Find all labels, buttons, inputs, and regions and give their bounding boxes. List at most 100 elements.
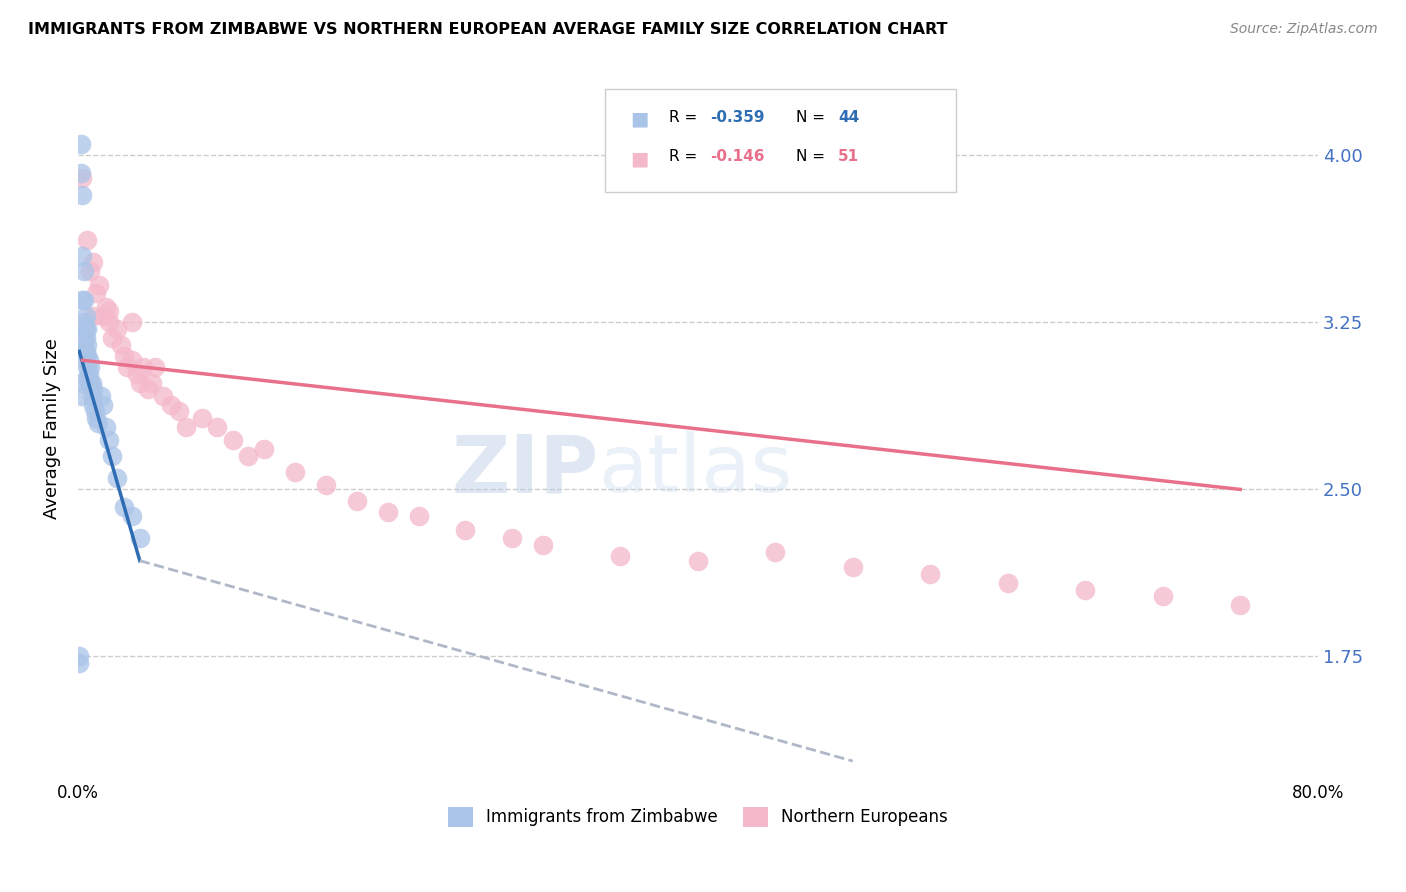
Point xyxy=(997,576,1019,591)
Point xyxy=(90,389,112,403)
Point xyxy=(67,649,90,664)
Point xyxy=(82,309,104,323)
Point xyxy=(105,471,128,485)
Point xyxy=(75,322,97,336)
Point xyxy=(136,382,159,396)
Point xyxy=(70,137,93,152)
Point xyxy=(79,376,101,390)
Point xyxy=(117,359,139,374)
Point xyxy=(132,359,155,374)
Point xyxy=(377,505,399,519)
Point xyxy=(67,656,90,670)
Point xyxy=(73,264,96,278)
Point xyxy=(609,549,631,564)
Point xyxy=(75,309,97,323)
Point xyxy=(346,493,368,508)
Point xyxy=(80,376,103,390)
Point xyxy=(77,376,100,390)
Text: Source: ZipAtlas.com: Source: ZipAtlas.com xyxy=(1230,22,1378,37)
Point xyxy=(920,567,942,582)
Point xyxy=(75,331,97,345)
Text: 51: 51 xyxy=(838,149,859,164)
Point xyxy=(253,442,276,457)
Point xyxy=(80,389,103,403)
Point xyxy=(82,255,104,269)
Point xyxy=(72,249,94,263)
Point xyxy=(101,449,124,463)
Legend: Immigrants from Zimbabwe, Northern Europeans: Immigrants from Zimbabwe, Northern Europ… xyxy=(441,800,955,834)
Text: 44: 44 xyxy=(838,110,859,125)
Point xyxy=(76,322,98,336)
Text: atlas: atlas xyxy=(599,431,793,509)
Point xyxy=(79,359,101,374)
Text: ZIP: ZIP xyxy=(451,431,599,509)
Point xyxy=(1229,598,1251,612)
Point xyxy=(72,188,94,202)
Point xyxy=(174,420,197,434)
Point xyxy=(82,398,104,412)
Point xyxy=(315,478,337,492)
Point xyxy=(73,293,96,307)
Point xyxy=(121,315,143,329)
Text: ■: ■ xyxy=(630,149,648,168)
Point xyxy=(91,309,114,323)
Point xyxy=(82,382,104,396)
Point xyxy=(454,523,477,537)
Point xyxy=(75,344,97,359)
Point xyxy=(152,389,174,403)
Point xyxy=(76,371,98,385)
Point xyxy=(101,331,124,345)
Point xyxy=(73,315,96,329)
Point xyxy=(110,337,132,351)
Point xyxy=(143,359,166,374)
Point xyxy=(105,322,128,336)
Point xyxy=(94,420,117,434)
Point xyxy=(763,545,786,559)
Point xyxy=(222,434,245,448)
Text: -0.146: -0.146 xyxy=(710,149,765,164)
Point xyxy=(75,353,97,368)
Point xyxy=(125,367,148,381)
Point xyxy=(91,398,114,412)
Point xyxy=(76,349,98,363)
Point xyxy=(121,509,143,524)
Point xyxy=(97,434,120,448)
Point xyxy=(501,532,523,546)
Point xyxy=(86,411,108,425)
Point xyxy=(77,367,100,381)
Point xyxy=(72,389,94,403)
Point xyxy=(531,538,554,552)
Point xyxy=(284,465,307,479)
Point xyxy=(112,500,135,515)
Point xyxy=(121,353,143,368)
Point xyxy=(97,315,120,329)
Text: -0.359: -0.359 xyxy=(710,110,765,125)
Point xyxy=(83,404,105,418)
Point xyxy=(70,376,93,390)
Text: IMMIGRANTS FROM ZIMBABWE VS NORTHERN EUROPEAN AVERAGE FAMILY SIZE CORRELATION CH: IMMIGRANTS FROM ZIMBABWE VS NORTHERN EUR… xyxy=(28,22,948,37)
Point xyxy=(76,337,98,351)
Point xyxy=(76,359,98,374)
Point xyxy=(73,322,96,336)
Point xyxy=(842,560,865,574)
Point xyxy=(207,420,229,434)
Point xyxy=(1074,582,1097,597)
Point xyxy=(79,264,101,278)
Point xyxy=(408,509,430,524)
Text: N =: N = xyxy=(796,149,830,164)
Point xyxy=(73,331,96,345)
Point xyxy=(72,170,94,185)
Text: R =: R = xyxy=(669,110,703,125)
Point xyxy=(128,532,150,546)
Point xyxy=(89,277,111,292)
Point xyxy=(76,233,98,247)
Y-axis label: Average Family Size: Average Family Size xyxy=(44,338,60,518)
Text: ■: ■ xyxy=(630,110,648,128)
Point xyxy=(686,554,709,568)
Point xyxy=(94,300,117,314)
Text: R =: R = xyxy=(669,149,703,164)
Point xyxy=(77,353,100,368)
Text: N =: N = xyxy=(796,110,830,125)
Point xyxy=(1152,590,1174,604)
Point xyxy=(97,304,120,318)
